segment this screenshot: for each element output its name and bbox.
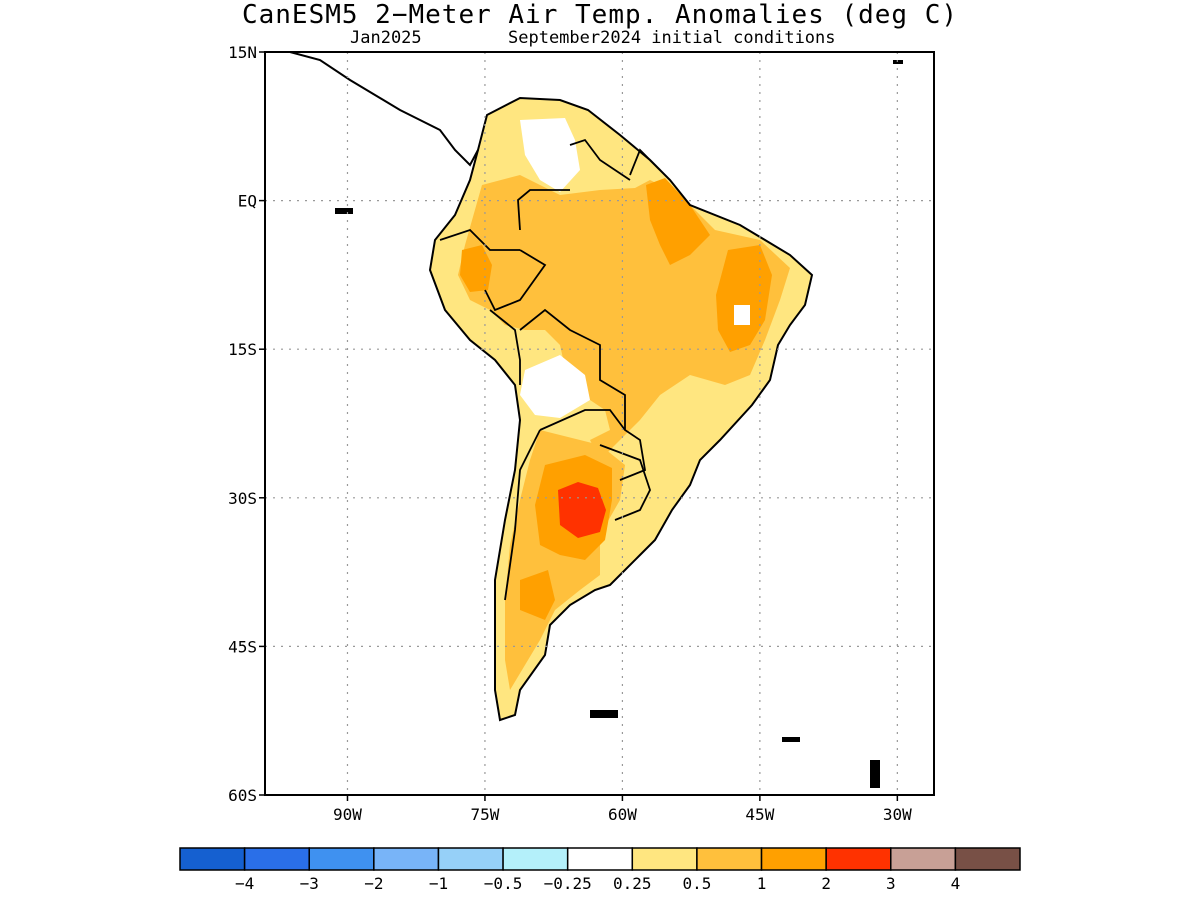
colorbar-swatch xyxy=(696,847,763,871)
colorbar-label: 3 xyxy=(886,874,896,893)
lat-tick-label: 15S xyxy=(228,340,257,359)
lon-tick-label: 75W xyxy=(470,805,499,824)
colorbar-swatch xyxy=(825,847,892,871)
colorbar-swatch xyxy=(566,847,634,871)
lat-tick-label: 30S xyxy=(228,489,257,508)
colorbar-swatch xyxy=(502,847,569,871)
lon-tick-label: 45W xyxy=(745,805,774,824)
low-anomaly-venezuela xyxy=(520,118,580,192)
anomaly-band-1-2-north xyxy=(646,178,710,265)
colorbar-label: −3 xyxy=(300,874,319,893)
map-frame xyxy=(264,51,935,796)
colorbar-label: 0.5 xyxy=(682,874,711,893)
colorbar-swatch xyxy=(179,847,246,871)
anomaly-band-2-3 xyxy=(558,482,606,538)
lat-tick-label: EQ xyxy=(238,192,257,211)
lat-tick-label: 15N xyxy=(228,43,257,62)
colorbar-label: 0.25 xyxy=(613,874,652,893)
colorbar-swatch xyxy=(954,847,1021,871)
lat-tick-label: 60S xyxy=(228,786,257,805)
country-borders xyxy=(439,138,661,601)
axis-ticks: 15N EQ 15S 30S 45S 60S 90W 75W 60W 45W 30W xyxy=(228,43,912,824)
anomaly-band-1-2-patagonia xyxy=(520,570,555,620)
colorbar-swatch xyxy=(631,847,698,871)
initial-conditions: September2024 initial conditions xyxy=(508,28,836,48)
coastline xyxy=(428,96,814,722)
colorbar-label: −0.5 xyxy=(484,874,523,893)
colorbar-swatch xyxy=(373,847,440,871)
colorbar-label: −2 xyxy=(364,874,383,893)
colorbar-label: 1 xyxy=(757,874,767,893)
colorbar-swatch xyxy=(890,847,957,871)
lon-tick-label: 30W xyxy=(883,805,912,824)
islands xyxy=(335,60,903,788)
colorbar-swatch xyxy=(243,847,310,871)
lat-tick-label: 45S xyxy=(228,637,257,656)
low-anomaly-point xyxy=(734,305,750,325)
central-america-coast xyxy=(289,52,479,167)
map-title: CanESM5 2−Meter Air Temp. Anomalies (deg… xyxy=(241,0,959,30)
colorbar-label: 2 xyxy=(821,874,831,893)
colorbar-swatch xyxy=(437,847,504,871)
anomaly-band-0.5-1 xyxy=(458,175,790,460)
colorbar-swatch xyxy=(308,847,375,871)
forecast-month: Jan2025 xyxy=(350,28,422,48)
colorbar-swatch xyxy=(760,847,827,871)
lon-tick-label: 90W xyxy=(333,805,362,824)
colorbar-label: −1 xyxy=(429,874,448,893)
colorbar-label: 4 xyxy=(951,874,961,893)
lon-tick-label: 60W xyxy=(608,805,637,824)
low-anomaly-bolivia xyxy=(520,355,590,418)
anomaly-band-1-2-east xyxy=(716,245,772,352)
anomaly-band-1-2-west xyxy=(460,245,492,292)
colorbar-label: −0.25 xyxy=(544,874,592,893)
colorbar: −4 −3 −2 −1 −0.5 −0.25 0.25 0.5 1 2 3 4 xyxy=(179,847,1021,893)
colorbar-label: −4 xyxy=(235,874,254,893)
